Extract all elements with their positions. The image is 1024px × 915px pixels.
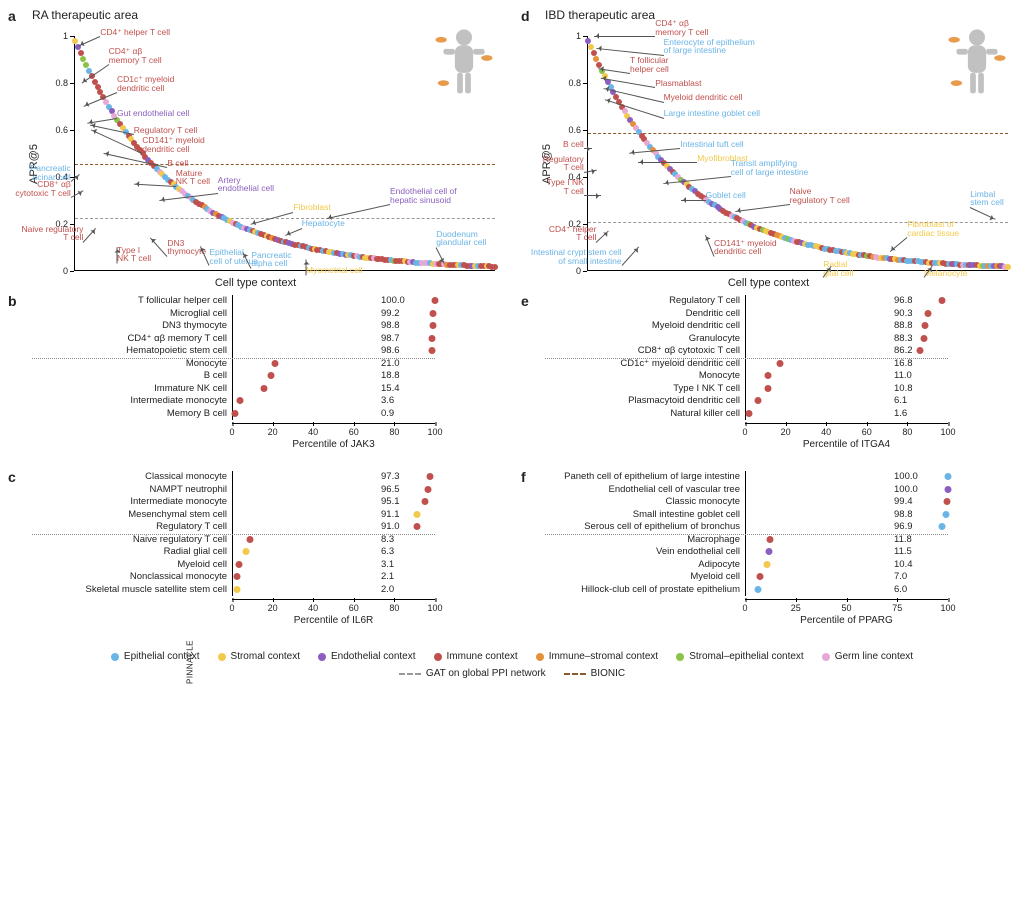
dot-row: Regulatory T cell91.0 — [32, 521, 435, 534]
panel-letter-e: e — [521, 293, 529, 309]
dot-row: Granulocyte88.3 — [545, 333, 948, 346]
dot-row: Memory B cell0.9 — [32, 408, 435, 421]
dot-row: Intermediate monocyte95.1 — [32, 496, 435, 509]
dot-row: Serous cell of epithelium of bronchus96.… — [545, 521, 948, 534]
panel-f: f Paneth cell of epithelium of large int… — [521, 469, 1016, 641]
dot-row: T follicular helper cell100.0 — [32, 295, 435, 308]
legend-item: Stromal–epithelial context — [676, 651, 804, 662]
body-icon — [429, 26, 499, 106]
scatter-d: APR@5 00.20.40.60.81 CD4⁺ αβmemory T cel… — [555, 26, 1016, 301]
dot-row: Intermediate monocyte3.6 — [32, 395, 435, 408]
legend-item: Stromal context — [218, 651, 300, 662]
panel-title-a: RA therapeutic area — [32, 8, 503, 22]
dot-row: Microglial cell99.2 — [32, 308, 435, 321]
dot-row: Monocyte11.0 — [545, 370, 948, 383]
dot-row: Myeloid dendritic cell88.8 — [545, 320, 948, 333]
panel-d: d IBD therapeutic area APR@5 00.20.40.60… — [521, 8, 1016, 289]
scatter-a: APR@5 00.20.40.60.81 CD4⁺ helper T cellC… — [42, 26, 503, 301]
body-icon — [942, 26, 1012, 106]
legend-item: Immune–stromal context — [536, 651, 659, 662]
figure-grid: a RA therapeutic area APR@5 00.20.40.60.… — [8, 8, 1016, 679]
dot-row: Macrophage11.8 — [545, 534, 948, 547]
dot-row: Naive regulatory T cell8.3 — [32, 534, 435, 547]
dot-row: Myeloid cell3.1 — [32, 559, 435, 572]
dot-row: Radial glial cell6.3 — [32, 546, 435, 559]
dot-row: CD8⁺ αβ cytotoxic T cell86.2 — [545, 345, 948, 358]
dot-row: Myeloid cell7.0 — [545, 571, 948, 584]
dot-row: Nonclassical monocyte2.1 — [32, 571, 435, 584]
dot-row: Dendritic cell90.3 — [545, 308, 948, 321]
dot-row: Hematopoietic stem cell98.6 — [32, 345, 435, 358]
panel-letter-a: a — [8, 8, 16, 24]
legend-item: Germ line context — [822, 651, 913, 662]
dot-row: Adipocyte10.4 — [545, 559, 948, 572]
legend-item: GAT on global PPI network — [399, 668, 546, 679]
panel-letter-c: c — [8, 469, 16, 485]
panel-b: b T follicular helper cell100.0Microglia… — [8, 293, 503, 465]
legend-item: BIONIC — [564, 668, 625, 679]
dot-row: Classical monocyte97.3 — [32, 471, 435, 484]
pinnacle-label: PINNACLE — [186, 640, 195, 684]
dot-row: Mesenchymal stem cell91.1 — [32, 509, 435, 522]
panel-letter-d: d — [521, 8, 530, 24]
panel-letter-b: b — [8, 293, 17, 309]
legend-item: Immune context — [434, 651, 518, 662]
dot-row: Natural killer cell1.6 — [545, 408, 948, 421]
panel-title-d: IBD therapeutic area — [545, 8, 1016, 22]
dot-row: Small intestine goblet cell98.8 — [545, 509, 948, 522]
dot-row: Monocyte21.0 — [32, 358, 435, 371]
panel-e: e Regulatory T cell96.8Dendritic cell90.… — [521, 293, 1016, 465]
dot-row: Skeletal muscle satellite stem cell2.0 — [32, 584, 435, 597]
dot-row: Immature NK cell15.4 — [32, 383, 435, 396]
dot-row: Paneth cell of epithelium of large intes… — [545, 471, 948, 484]
dot-row: DN3 thymocyte98.8 — [32, 320, 435, 333]
dot-row: Regulatory T cell96.8 — [545, 295, 948, 308]
legend: PINNACLE Epithelial contextStromal conte… — [8, 645, 1016, 679]
dot-row: NAMPT neutrophil96.5 — [32, 484, 435, 497]
dot-row: Vein endothelial cell11.5 — [545, 546, 948, 559]
dot-row: Plasmacytoid dendritic cell6.1 — [545, 395, 948, 408]
dot-row: CD4⁺ αβ memory T cell98.7 — [32, 333, 435, 346]
dot-row: Type I NK T cell10.8 — [545, 383, 948, 396]
dot-row: B cell18.8 — [32, 370, 435, 383]
dot-row: Classic monocyte99.4 — [545, 496, 948, 509]
dot-row: Endothelial cell of vascular tree100.0 — [545, 484, 948, 497]
panel-c: c Classical monocyte97.3NAMPT neutrophil… — [8, 469, 503, 641]
panel-letter-f: f — [521, 469, 526, 485]
dot-row: Hillock-club cell of prostate epithelium… — [545, 584, 948, 597]
panel-a: a RA therapeutic area APR@5 00.20.40.60.… — [8, 8, 503, 289]
legend-item: Endothelial context — [318, 651, 416, 662]
dot-row: CD1c⁺ myeloid dendritic cell16.8 — [545, 358, 948, 371]
